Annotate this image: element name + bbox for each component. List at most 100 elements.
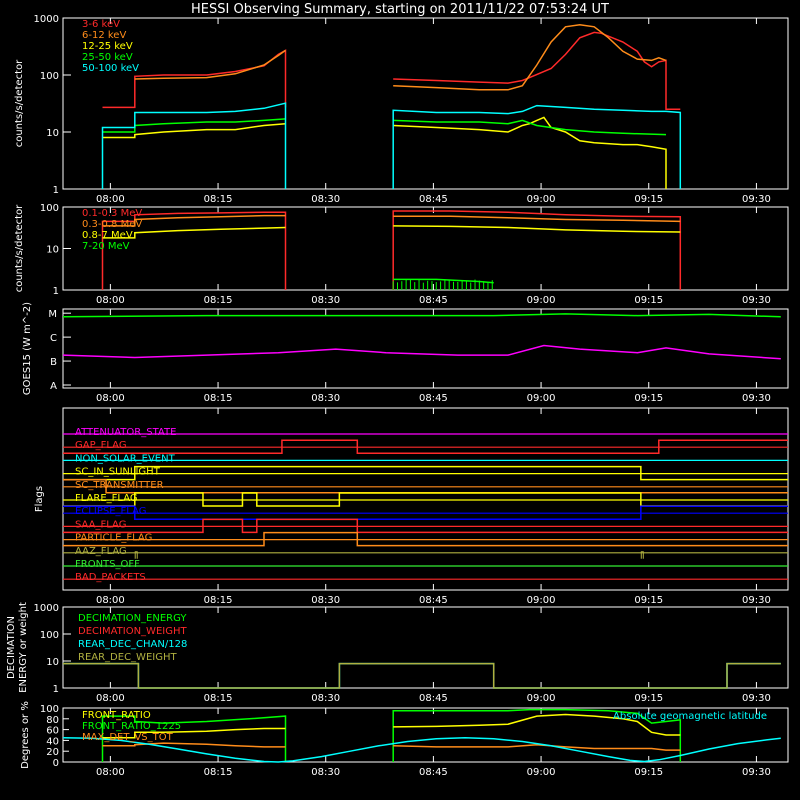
series-line [393,279,494,282]
panel-frame [63,207,788,290]
x-tick-label: 08:45 [419,767,448,778]
chart-title: HESSI Observing Summary, starting on 201… [191,2,609,17]
panel-frame [63,309,788,388]
flag-label: NON_SOLAR_EVENT [75,453,176,464]
x-tick-label: 09:15 [634,595,663,606]
flag-label: FRONTS_OFF [75,559,140,570]
flag-label: SC_IN_SUNLIGHT [75,467,161,478]
x-tick-label: 09:15 [634,194,663,205]
x-tick-label: 09:15 [634,767,663,778]
y-axis-label: GOES15 (W m^-2) [22,302,33,395]
y-tick-label: C [50,333,57,344]
x-tick-label: 08:30 [311,693,340,704]
series-line [63,664,781,688]
y-tick-label: 100 [40,704,59,715]
x-tick-label: 08:00 [96,767,125,778]
x-tick-label: 08:30 [311,393,340,404]
panel-lo-energy: 08:00 08:15 08:30 08:45 09:00 09:15 09:3011010… [14,14,788,205]
legend-entry: MAX_DET_VS_TOT [82,732,174,743]
y-axis-label: counts/s/detector [14,204,25,292]
series-line [63,346,781,359]
y-axis-label: Degrees or % [20,701,31,769]
series-line [103,124,286,138]
legend-entry: 7-20 MeV [82,241,130,252]
y-tick-label: 1000 [34,603,59,614]
legend-entry: 6-12 keV [82,30,126,41]
y-axis-label: counts/s/detector [14,59,25,147]
x-tick-label: 08:15 [204,393,233,404]
x-tick-label: 09:30 [742,767,771,778]
legend-entry: 0.8-7 MeV [82,230,133,241]
x-tick-label: 08:45 [419,194,448,205]
x-tick-label: 08:15 [204,194,233,205]
y-tick-label: 60 [46,726,59,737]
x-tick-label: 08:45 [419,393,448,404]
y-tick-label: 1 [53,684,59,695]
y-tick-label: 100 [40,630,59,641]
panel-goes: 08:00 08:15 08:30 08:45 09:00 09:15 09:30 A B C M G… [22,302,788,404]
x-tick-label: 09:00 [527,393,556,404]
series-line [63,664,781,688]
x-tick-label: 08:00 [96,693,125,704]
x-tick-label: 09:30 [742,194,771,205]
x-tick-label: 09:15 [634,295,663,306]
x-tick-label: 08:45 [419,295,448,306]
y-tick-label: M [48,309,57,320]
y-tick-label: 20 [46,747,59,758]
y-tick-label: 10 [46,657,59,668]
flag-label: FLARE_FLAG [75,493,138,504]
x-tick-label: 09:30 [742,393,771,404]
x-tick-label: 09:30 [742,295,771,306]
y-tick-label: 80 [46,715,59,726]
flag-label: GAP_FLAG [75,440,127,451]
y-tick-label: 1000 [34,14,59,25]
flag-label: SAA_FLAG [75,519,126,530]
panel-decimation: 08:00 08:15 08:30 08:45 09:00 09:15 09:30 1 10 10… [6,602,788,704]
flag-label: SC_TRANSMITTER [75,480,164,491]
panel-hi-energy: 08:00 08:15 08:30 08:45 09:00 09:15 09:30 1 10 10… [14,203,788,306]
panel-ratio: 08:00 08:15 08:30 08:45 09:00 09:15 09:30 02040… [20,701,788,778]
flag-label: BAD_PACKETS [75,572,146,583]
x-tick-label: 08:00 [96,393,125,404]
x-tick-label: 09:15 [634,693,663,704]
x-tick-label: 08:45 [419,693,448,704]
x-tick-label: 08:30 [311,767,340,778]
legend-entry: 25-50 keV [82,52,133,63]
x-tick-label: 09:00 [527,767,556,778]
series-line [393,117,666,189]
y-tick-label: 10 [46,128,59,139]
x-tick-label: 08:30 [311,295,340,306]
y-axis-label: DECIMATION [6,616,17,679]
panel-flags: 08:00 08:15 08:30 08:45 09:00 09:15 09:30 Flags… [34,408,788,606]
y-axis-label: Flags [34,486,45,512]
y-tick-label: 40 [46,736,59,747]
flag-label: ATTENUATOR_STATE [75,427,176,438]
x-tick-label: 08:15 [204,693,233,704]
legend-entry: 0.3-0.8 MeV [82,219,142,230]
x-tick-label: 09:00 [527,693,556,704]
series-line [393,106,680,189]
legend-entry: 50-100 keV [82,63,139,74]
x-tick-label: 08:30 [311,194,340,205]
y-tick-label: 10 [46,245,59,256]
x-tick-label: 09:30 [742,595,771,606]
x-tick-label: 08:15 [204,767,233,778]
legend-entry: FRONT_RATIO [82,710,151,721]
y-tick-label: 1 [53,185,59,196]
x-tick-label: 09:00 [527,595,556,606]
x-tick-label: 09:30 [742,693,771,704]
series-line [103,743,286,747]
x-tick-label: 08:00 [96,194,125,205]
legend-entry: 0.1-0.3 MeV [82,208,142,219]
legend-entry: REAR_DEC_CHAN/128 [78,639,187,650]
series-line [103,103,286,189]
x-tick-label: 08:15 [204,595,233,606]
panel-frame [63,18,788,189]
y-tick-label: 0 [53,758,59,769]
flag-label: PARTICLE_FLAG [75,533,152,544]
series-line [393,745,680,750]
legend-entry: 3-6 keV [82,19,120,30]
y-axis-label: ENERGY or weight [18,602,29,693]
x-tick-label: 08:45 [419,595,448,606]
